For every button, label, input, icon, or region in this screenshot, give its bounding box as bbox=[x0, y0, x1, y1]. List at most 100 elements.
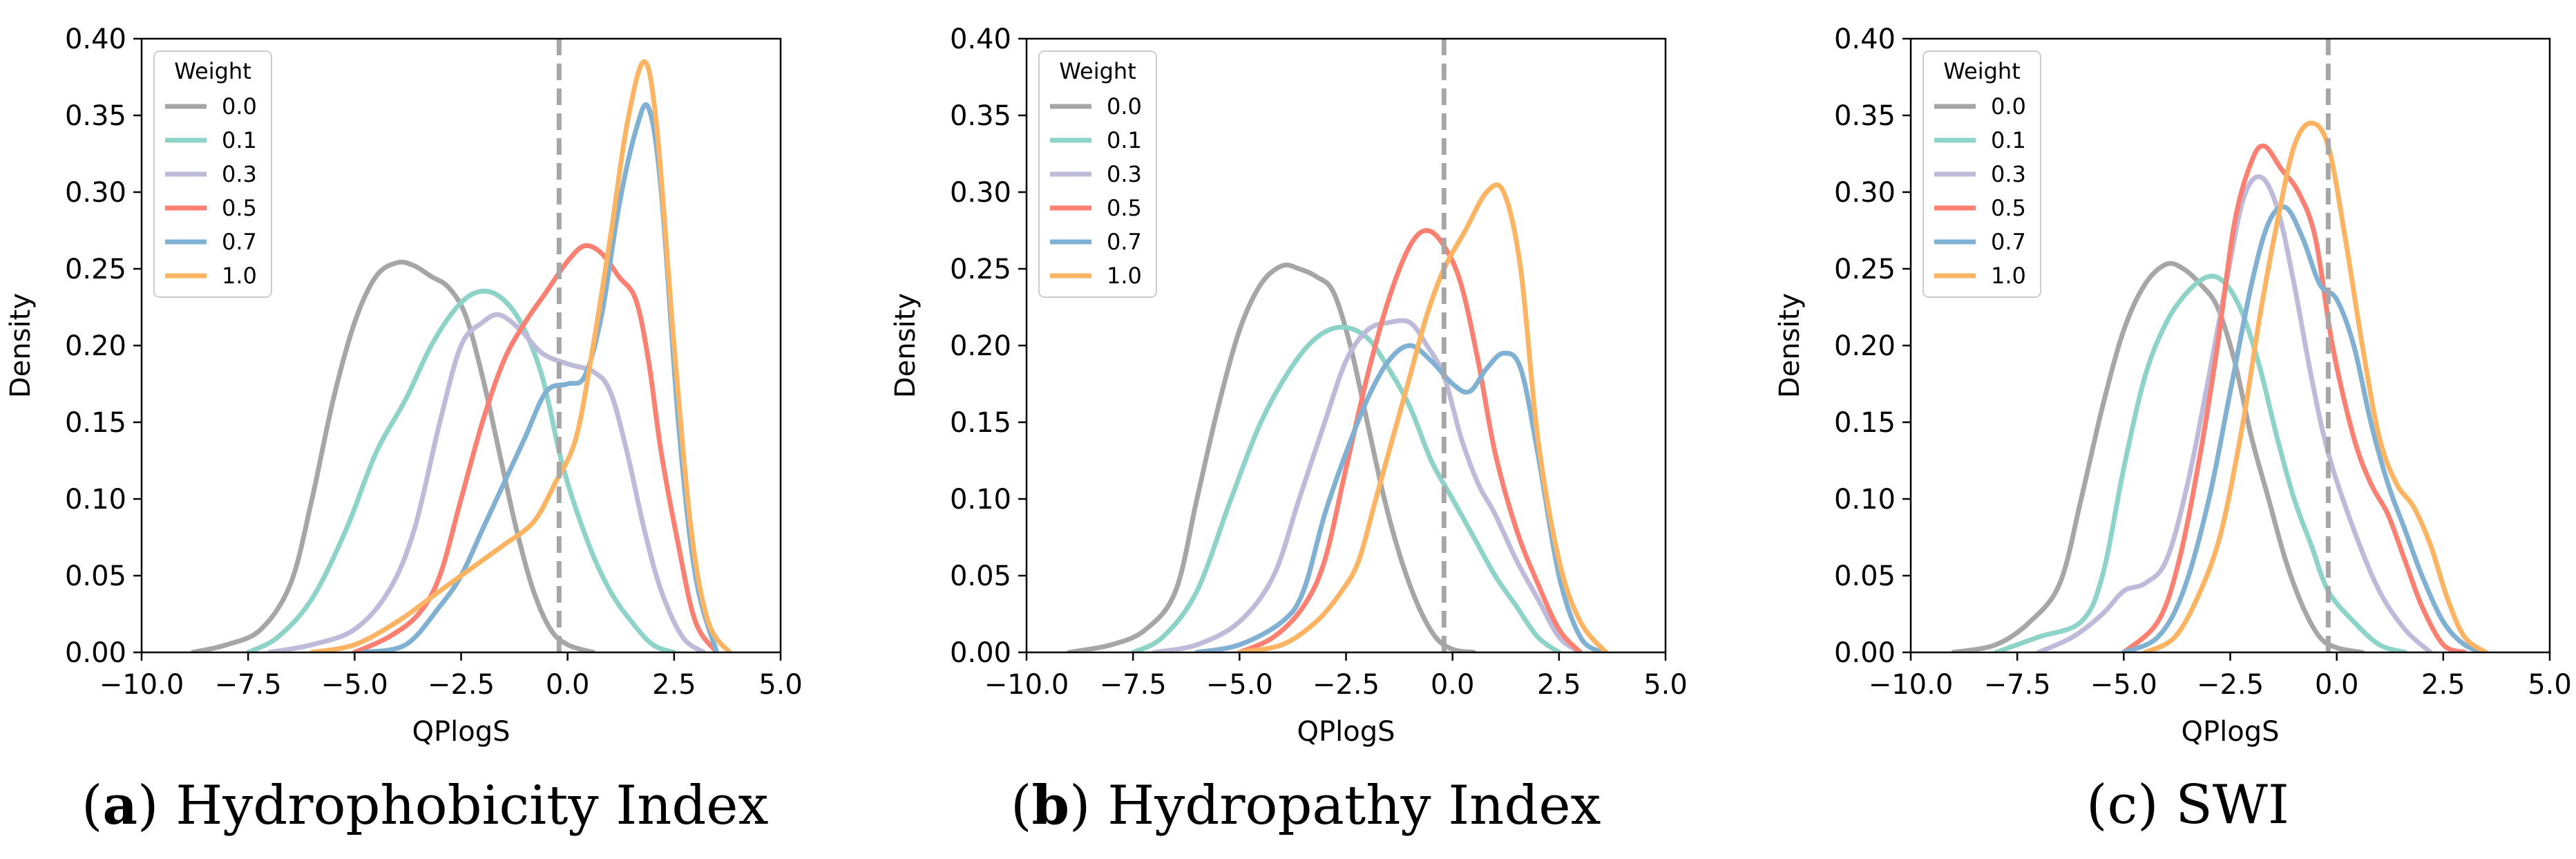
caption-a-letter: a bbox=[102, 774, 137, 837]
series-line-a-0.1 bbox=[245, 288, 677, 652]
series-line-a-0.5 bbox=[352, 243, 719, 652]
legend-label-a-0.3: 0.3 bbox=[222, 161, 257, 187]
series-line-c-0.7 bbox=[2121, 204, 2488, 652]
curves-b bbox=[1067, 182, 1609, 652]
y-tick-label-b-6: 0.30 bbox=[950, 177, 1011, 209]
y-tick-label-c-0: 0.00 bbox=[1834, 637, 1896, 669]
y-tick-label-c-1: 0.05 bbox=[1834, 560, 1896, 592]
caption-b-text: Hydropathy Index bbox=[1107, 775, 1601, 837]
legend-label-c-0.5: 0.5 bbox=[1991, 195, 2026, 221]
y-tick-label-b-7: 0.35 bbox=[950, 100, 1011, 132]
x-tick-label-c-2: −5.0 bbox=[2090, 669, 2157, 701]
x-tick-label-c-3: −2.5 bbox=[2197, 669, 2264, 701]
x-axis-label-a: QPlogS bbox=[412, 716, 511, 748]
y-tick-label-a-8: 0.40 bbox=[65, 23, 126, 55]
legend-label-b-0.3: 0.3 bbox=[1107, 161, 1142, 187]
x-tick-label-c-0: −10.0 bbox=[1869, 669, 1954, 701]
y-tick-label-a-5: 0.25 bbox=[65, 254, 126, 285]
y-tick-label-c-3: 0.15 bbox=[1834, 407, 1896, 439]
y-tick-label-b-0: 0.00 bbox=[950, 637, 1011, 669]
x-tick-label-a-4: 0.0 bbox=[546, 669, 590, 701]
y-tick-label-a-6: 0.30 bbox=[65, 177, 126, 209]
legend-label-b-0.0: 0.0 bbox=[1107, 93, 1142, 120]
series-line-b-0.5 bbox=[1237, 228, 1583, 652]
y-tick-label-c-2: 0.10 bbox=[1834, 484, 1896, 516]
x-tick-label-b-5: 2.5 bbox=[1537, 669, 1581, 701]
y-tick-label-b-1: 0.05 bbox=[950, 560, 1011, 592]
caption-c-text: SWI bbox=[2175, 774, 2289, 836]
legend-label-c-0.3: 0.3 bbox=[1991, 161, 2026, 187]
x-tick-label-b-2: −5.0 bbox=[1206, 669, 1273, 701]
x-axis-label-b: QPlogS bbox=[1297, 716, 1395, 748]
panel-b: −10.0 −7.5 −5.0 −2.5 0.0 2.5 5.0 0.00 0.05 0.10 0.… bbox=[890, 23, 1688, 748]
caption-b: (b) Hydropathy Index bbox=[1011, 774, 1601, 837]
series-line-b-0.1 bbox=[1130, 324, 1562, 652]
y-tick-label-b-3: 0.15 bbox=[950, 407, 1011, 439]
y-tick-label-c-5: 0.25 bbox=[1834, 254, 1896, 285]
legend-label-b-0.7: 0.7 bbox=[1107, 229, 1142, 255]
x-tick-label-a-6: 5.0 bbox=[759, 669, 803, 701]
series-line-c-0.5 bbox=[2121, 143, 2468, 652]
legend-label-a-1.0: 1.0 bbox=[222, 263, 257, 289]
legend-box-c bbox=[1923, 50, 2041, 298]
x-tick-label-b-6: 5.0 bbox=[1643, 669, 1688, 701]
x-tick-label-b-1: −7.5 bbox=[1100, 669, 1167, 701]
x-tick-label-a-5: 2.5 bbox=[652, 669, 696, 701]
series-line-c-0.3 bbox=[2036, 174, 2433, 652]
x-tick-label-c-5: 2.5 bbox=[2421, 669, 2465, 701]
legend-label-a-0.1: 0.1 bbox=[222, 127, 257, 153]
legend-label-c-0.0: 0.0 bbox=[1991, 93, 2026, 120]
x-tick-label-a-3: −2.5 bbox=[428, 669, 495, 701]
y-tick-label-a-0: 0.00 bbox=[65, 637, 126, 669]
caption-b-letter: b bbox=[1031, 774, 1069, 837]
y-axis-label-c: Density bbox=[1774, 293, 1806, 398]
series-line-b-1.0 bbox=[1237, 182, 1609, 652]
legend-label-b-1.0: 1.0 bbox=[1107, 263, 1142, 289]
x-tick-label-b-4: 0.0 bbox=[1431, 669, 1475, 701]
x-tick-label-b-0: −10.0 bbox=[984, 669, 1069, 701]
y-tick-label-a-7: 0.35 bbox=[65, 100, 126, 132]
legend-label-c-0.1: 0.1 bbox=[1991, 127, 2026, 153]
y-tick-label-b-8: 0.40 bbox=[950, 23, 1011, 55]
x-tick-label-c-1: −7.5 bbox=[1984, 669, 2051, 701]
series-line-a-0.0 bbox=[190, 259, 596, 652]
y-tick-label-c-4: 0.20 bbox=[1834, 330, 1896, 362]
y-tick-label-b-4: 0.20 bbox=[950, 330, 1011, 362]
y-tick-label-a-2: 0.10 bbox=[65, 484, 126, 516]
x-tick-label-c-4: 0.0 bbox=[2315, 669, 2359, 701]
x-tick-label-a-2: −5.0 bbox=[321, 669, 388, 701]
curves-a bbox=[190, 59, 732, 652]
y-tick-label-a-3: 0.15 bbox=[65, 407, 126, 439]
series-line-b-0.3 bbox=[1152, 318, 1583, 652]
y-tick-label-c-7: 0.35 bbox=[1834, 100, 1896, 132]
series-line-b-0.0 bbox=[1067, 262, 1476, 652]
legend-label-b-0.5: 0.5 bbox=[1107, 195, 1142, 221]
legend-label-a-0.5: 0.5 bbox=[222, 195, 257, 221]
legend-label-b-0.1: 0.1 bbox=[1107, 127, 1142, 153]
y-tick-label-c-8: 0.40 bbox=[1834, 23, 1896, 55]
caption-c-letter: c bbox=[2107, 774, 2138, 836]
x-tick-label-c-6: 5.0 bbox=[2528, 669, 2572, 701]
legend-label-c-0.7: 0.7 bbox=[1991, 229, 2026, 255]
caption-a-text: Hydrophobicity Index bbox=[175, 775, 769, 837]
series-line-c-0.0 bbox=[1951, 261, 2365, 652]
legend-title-a: Weight bbox=[174, 58, 251, 84]
y-tick-label-b-2: 0.10 bbox=[950, 484, 1011, 516]
caption-c: (c) SWI bbox=[2086, 774, 2289, 836]
y-axis-label-b: Density bbox=[890, 293, 922, 398]
legend-box-a bbox=[153, 50, 272, 298]
y-tick-label-b-5: 0.25 bbox=[950, 254, 1011, 285]
legend-label-a-0.0: 0.0 bbox=[222, 93, 257, 120]
legend-title-c: Weight bbox=[1943, 58, 2020, 84]
panel-a: −10.0 −7.5 −5.0 −2.5 0.0 2.5 5.0 0.00 0.05 0.10 0.… bbox=[5, 23, 803, 748]
x-tick-label-a-0: −10.0 bbox=[99, 669, 184, 701]
x-tick-label-b-3: −2.5 bbox=[1313, 669, 1380, 701]
x-tick-label-a-1: −7.5 bbox=[215, 669, 282, 701]
y-axis-label-a: Density bbox=[5, 293, 37, 398]
series-line-a-0.3 bbox=[267, 312, 707, 652]
legend-title-b: Weight bbox=[1059, 58, 1136, 84]
series-line-a-1.0 bbox=[309, 59, 732, 652]
panel-c: −10.0 −7.5 −5.0 −2.5 0.0 2.5 5.0 0.00 0.05 0.10 0.… bbox=[1774, 23, 2572, 748]
legend-box-b bbox=[1038, 50, 1157, 298]
legend-label-a-0.7: 0.7 bbox=[222, 229, 257, 255]
